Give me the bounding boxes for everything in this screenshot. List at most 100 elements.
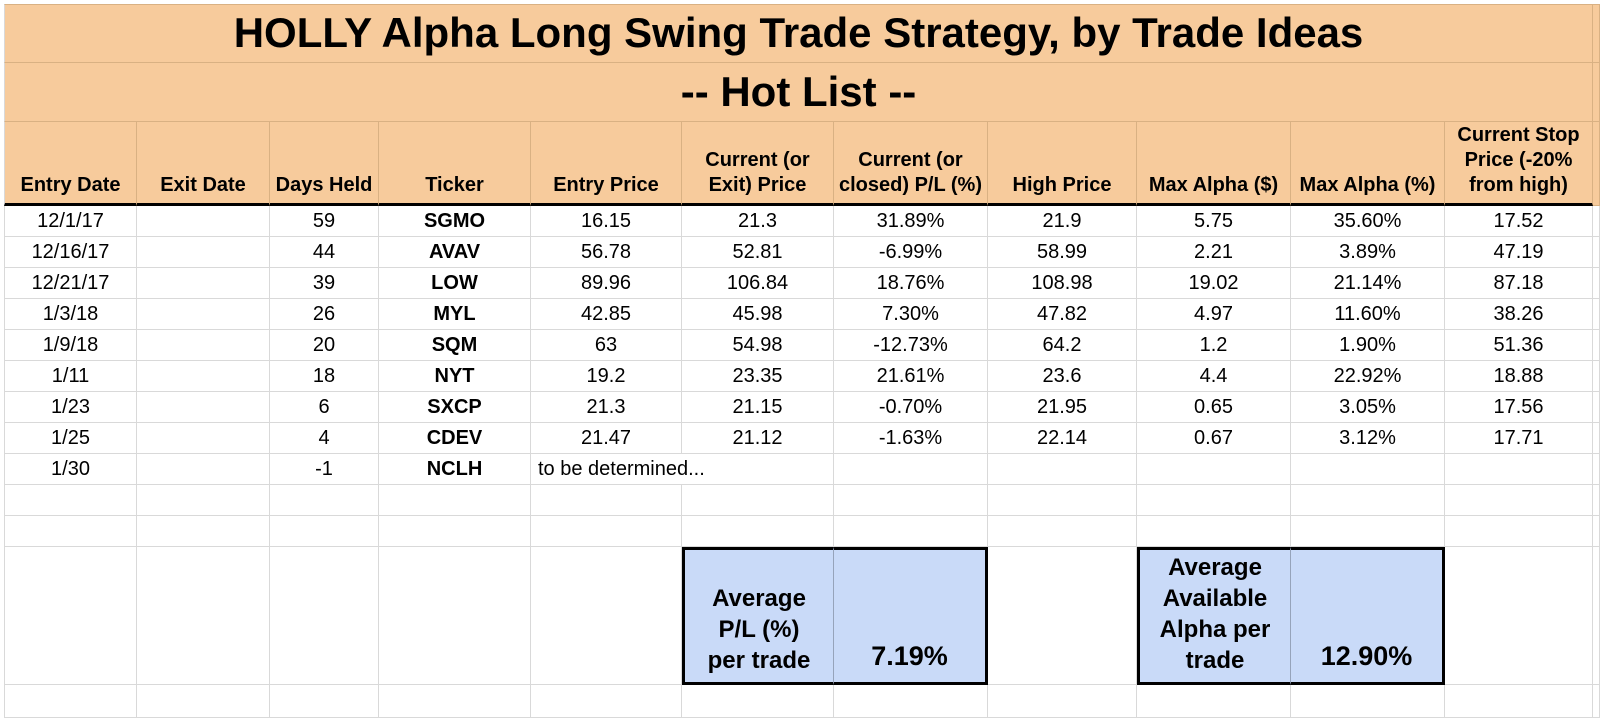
cell-empty[interactable]: [988, 547, 1137, 685]
cell-entry_date[interactable]: 12/1/17: [4, 206, 137, 237]
cell-high_price[interactable]: 21.9: [988, 206, 1137, 237]
cell-exit_date[interactable]: [137, 268, 270, 299]
cell-empty[interactable]: [531, 685, 682, 718]
cell-entry_price[interactable]: 21.47: [531, 423, 682, 454]
cell-partial[interactable]: [1593, 206, 1600, 237]
cell-empty[interactable]: [834, 685, 988, 718]
cell-partial[interactable]: [1593, 423, 1600, 454]
cell-pl_pct[interactable]: 7.30%: [834, 299, 988, 330]
cell-max_alpha_usd[interactable]: [1137, 454, 1291, 485]
cell-max_alpha_pct[interactable]: 35.60%: [1291, 206, 1445, 237]
cell-ticker[interactable]: CDEV: [379, 423, 531, 454]
cell-empty[interactable]: [834, 485, 988, 516]
cell-current_price[interactable]: 45.98: [682, 299, 834, 330]
cell-ticker[interactable]: LOW: [379, 268, 531, 299]
cell-days_held[interactable]: -1: [270, 454, 379, 485]
cell-high_price[interactable]: 23.6: [988, 361, 1137, 392]
cell-current_price[interactable]: 106.84: [682, 268, 834, 299]
cell-empty[interactable]: [1593, 485, 1600, 516]
column-header-entry_price[interactable]: Entry Price: [531, 122, 682, 206]
column-header-ticker[interactable]: Ticker: [379, 122, 531, 206]
cell-high_price[interactable]: 21.95: [988, 392, 1137, 423]
cell-max_alpha_pct[interactable]: 3.12%: [1291, 423, 1445, 454]
column-header-entry_date[interactable]: Entry Date: [4, 122, 137, 206]
cell-days_held[interactable]: 6: [270, 392, 379, 423]
cell-empty[interactable]: [4, 485, 137, 516]
cell-pl_pct[interactable]: -1.63%: [834, 423, 988, 454]
cell-empty[interactable]: [1137, 485, 1291, 516]
cell-entry_price[interactable]: 19.2: [531, 361, 682, 392]
summary-value-avg-pl[interactable]: 7.19%: [834, 547, 988, 685]
summary-label-avg-alpha[interactable]: Average Available Alpha per trade: [1137, 547, 1291, 685]
cell-days_held[interactable]: 26: [270, 299, 379, 330]
cell-empty[interactable]: [988, 485, 1137, 516]
cell-max_alpha_usd[interactable]: 4.97: [1137, 299, 1291, 330]
cell-max_alpha_pct[interactable]: 1.90%: [1291, 330, 1445, 361]
cell-empty[interactable]: [682, 516, 834, 547]
cell-days_held[interactable]: 20: [270, 330, 379, 361]
cell-partial[interactable]: [1593, 361, 1600, 392]
cell-empty[interactable]: [1291, 685, 1445, 718]
column-header-max_alpha_usd[interactable]: Max Alpha ($): [1137, 122, 1291, 206]
cell-stop_price[interactable]: 17.52: [1445, 206, 1593, 237]
cell-max_alpha_pct[interactable]: 21.14%: [1291, 268, 1445, 299]
cell-current_price[interactable]: 21.3: [682, 206, 834, 237]
cell-entry_price[interactable]: 21.3: [531, 392, 682, 423]
cell-entry_date[interactable]: 1/3/18: [4, 299, 137, 330]
cell-partial[interactable]: [1593, 454, 1600, 485]
cell-current_price[interactable]: 54.98: [682, 330, 834, 361]
cell-pl_pct[interactable]: 18.76%: [834, 268, 988, 299]
cell-pl_pct[interactable]: 31.89%: [834, 206, 988, 237]
cell-days_held[interactable]: 39: [270, 268, 379, 299]
cell-empty[interactable]: [379, 485, 531, 516]
column-header-pl_pct[interactable]: Current (or closed) P/L (%): [834, 122, 988, 206]
cell-empty[interactable]: [988, 685, 1137, 718]
cell-ticker[interactable]: SQM: [379, 330, 531, 361]
cell-ticker[interactable]: NYT: [379, 361, 531, 392]
cell-empty[interactable]: [1445, 516, 1593, 547]
cell-empty[interactable]: [682, 485, 834, 516]
cell-entry_date[interactable]: 1/11: [4, 361, 137, 392]
cell-entry_date[interactable]: 1/30: [4, 454, 137, 485]
cell-pl_pct[interactable]: -0.70%: [834, 392, 988, 423]
cell-stop_price[interactable]: 51.36: [1445, 330, 1593, 361]
summary-label-avg-pl[interactable]: Average P/L (%) per trade: [682, 547, 834, 685]
cell-exit_date[interactable]: [137, 206, 270, 237]
cell-partial[interactable]: [1593, 547, 1600, 685]
cell-max_alpha_usd[interactable]: 5.75: [1137, 206, 1291, 237]
cell-exit_date[interactable]: [137, 454, 270, 485]
cell-exit_date[interactable]: [137, 392, 270, 423]
cell-max_alpha_pct[interactable]: [1291, 454, 1445, 485]
cell-entry_date[interactable]: 12/21/17: [4, 268, 137, 299]
cell-stop_price[interactable]: 38.26: [1445, 299, 1593, 330]
cell-ticker[interactable]: SGMO: [379, 206, 531, 237]
cell-stop_price[interactable]: 17.56: [1445, 392, 1593, 423]
cell-ticker[interactable]: AVAV: [379, 237, 531, 268]
cell-entry_price[interactable]: 56.78: [531, 237, 682, 268]
cell-stop_price[interactable]: 87.18: [1445, 268, 1593, 299]
cell-entry_date[interactable]: 1/9/18: [4, 330, 137, 361]
cell-empty[interactable]: [137, 685, 270, 718]
subtitle-partial-cell[interactable]: [1593, 63, 1600, 122]
cell-entry_date[interactable]: 1/23: [4, 392, 137, 423]
cell-entry_price[interactable]: 89.96: [531, 268, 682, 299]
cell-empty[interactable]: [137, 485, 270, 516]
cell-max_alpha_usd[interactable]: 19.02: [1137, 268, 1291, 299]
cell-empty[interactable]: [270, 547, 379, 685]
cell-empty[interactable]: [379, 516, 531, 547]
cell-empty[interactable]: [1445, 485, 1593, 516]
cell-high_price[interactable]: 64.2: [988, 330, 1137, 361]
cell-max_alpha_pct[interactable]: 3.05%: [1291, 392, 1445, 423]
cell-ticker[interactable]: NCLH: [379, 454, 531, 485]
cell-note[interactable]: to be determined...: [531, 454, 834, 485]
cell-empty[interactable]: [270, 485, 379, 516]
cell-exit_date[interactable]: [137, 237, 270, 268]
cell-max_alpha_usd[interactable]: 1.2: [1137, 330, 1291, 361]
cell-max_alpha_usd[interactable]: 0.65: [1137, 392, 1291, 423]
cell-exit_date[interactable]: [137, 423, 270, 454]
sheet-subtitle[interactable]: -- Hot List --: [4, 63, 1593, 122]
cell-stop_price[interactable]: 18.88: [1445, 361, 1593, 392]
column-header-exit_date[interactable]: Exit Date: [137, 122, 270, 206]
cell-empty[interactable]: [1445, 685, 1593, 718]
column-header-days_held[interactable]: Days Held: [270, 122, 379, 206]
